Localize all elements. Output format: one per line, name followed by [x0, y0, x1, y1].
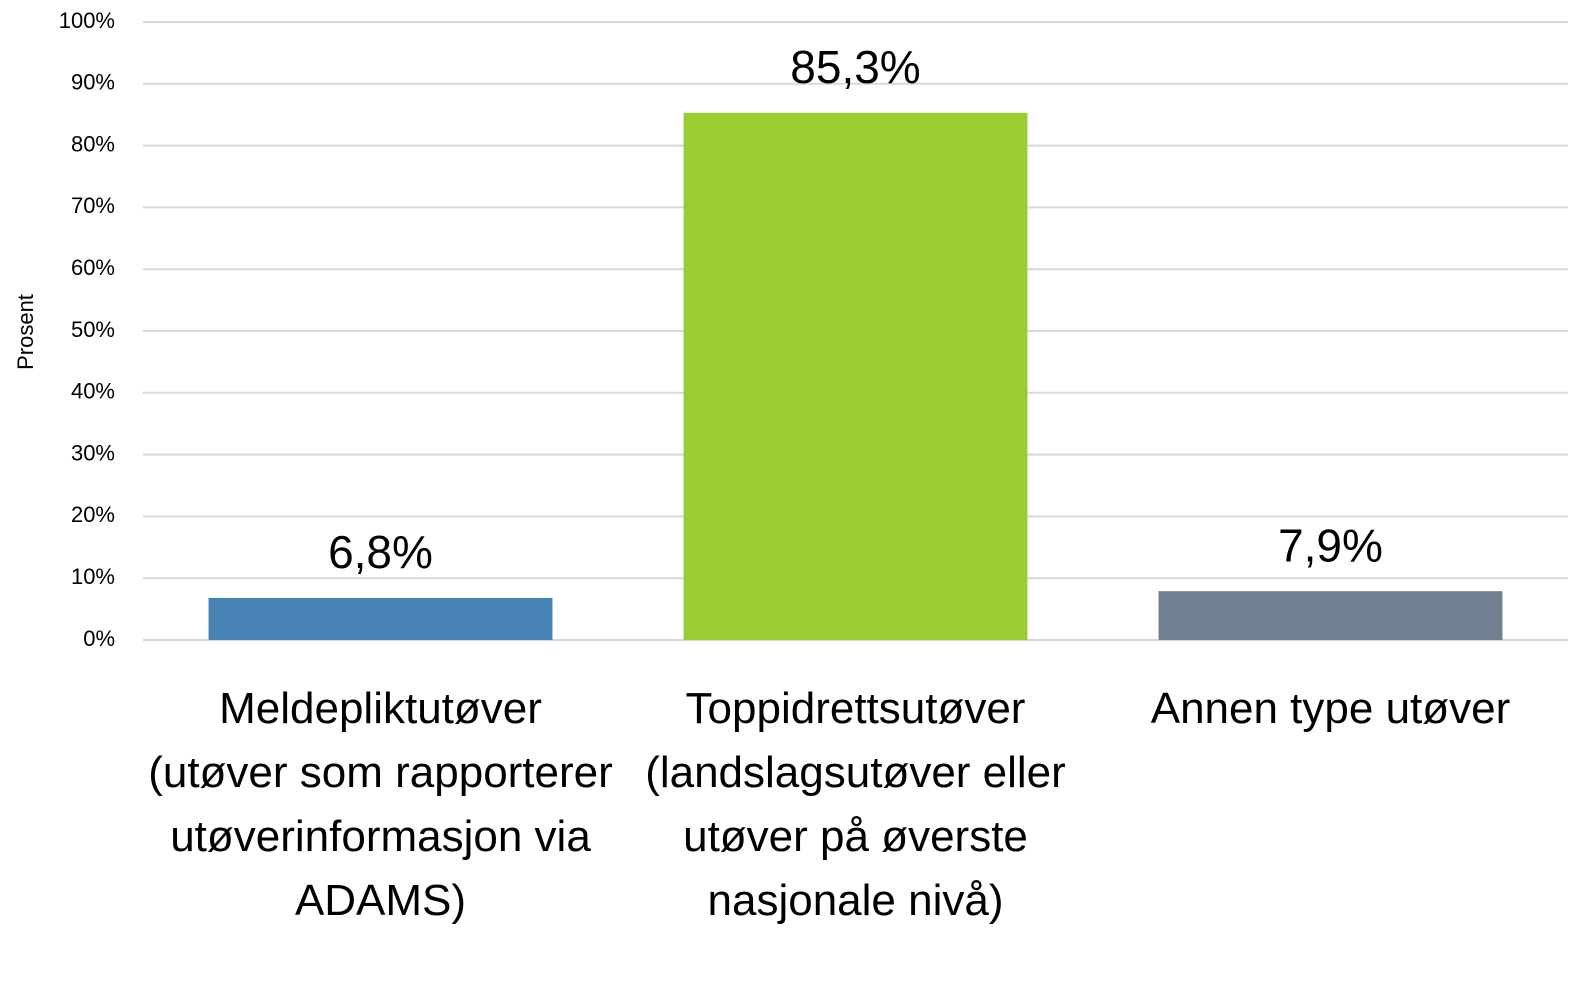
- y-tick-label: 10%: [71, 564, 115, 589]
- bar: [208, 597, 553, 640]
- x-tick-label: Annen type utøver: [1150, 684, 1511, 733]
- y-tick-label: 50%: [71, 317, 115, 342]
- y-tick-label: 80%: [71, 131, 115, 156]
- x-tick-label: Toppidrettsutøver (landslagsutøver eller…: [645, 684, 1066, 925]
- value-label: 6,8%: [328, 526, 433, 578]
- bar: [683, 112, 1028, 640]
- y-tick-label: 70%: [71, 193, 115, 218]
- y-tick-label: 40%: [71, 379, 115, 404]
- y-tick-label: 90%: [71, 70, 115, 95]
- y-tick-label: 20%: [71, 502, 115, 527]
- bar: [1158, 591, 1503, 640]
- value-label: 7,9%: [1278, 519, 1383, 571]
- y-tick-label: 0%: [83, 626, 115, 651]
- y-axis-label: Prosent: [13, 294, 38, 370]
- y-tick-label: 100%: [59, 8, 115, 33]
- value-label: 85,3%: [790, 41, 920, 93]
- y-tick-label: 30%: [71, 440, 115, 465]
- y-tick-label: 60%: [71, 255, 115, 280]
- x-tick-label: Meldepliktutøver (utøver som rapporterer…: [148, 684, 613, 925]
